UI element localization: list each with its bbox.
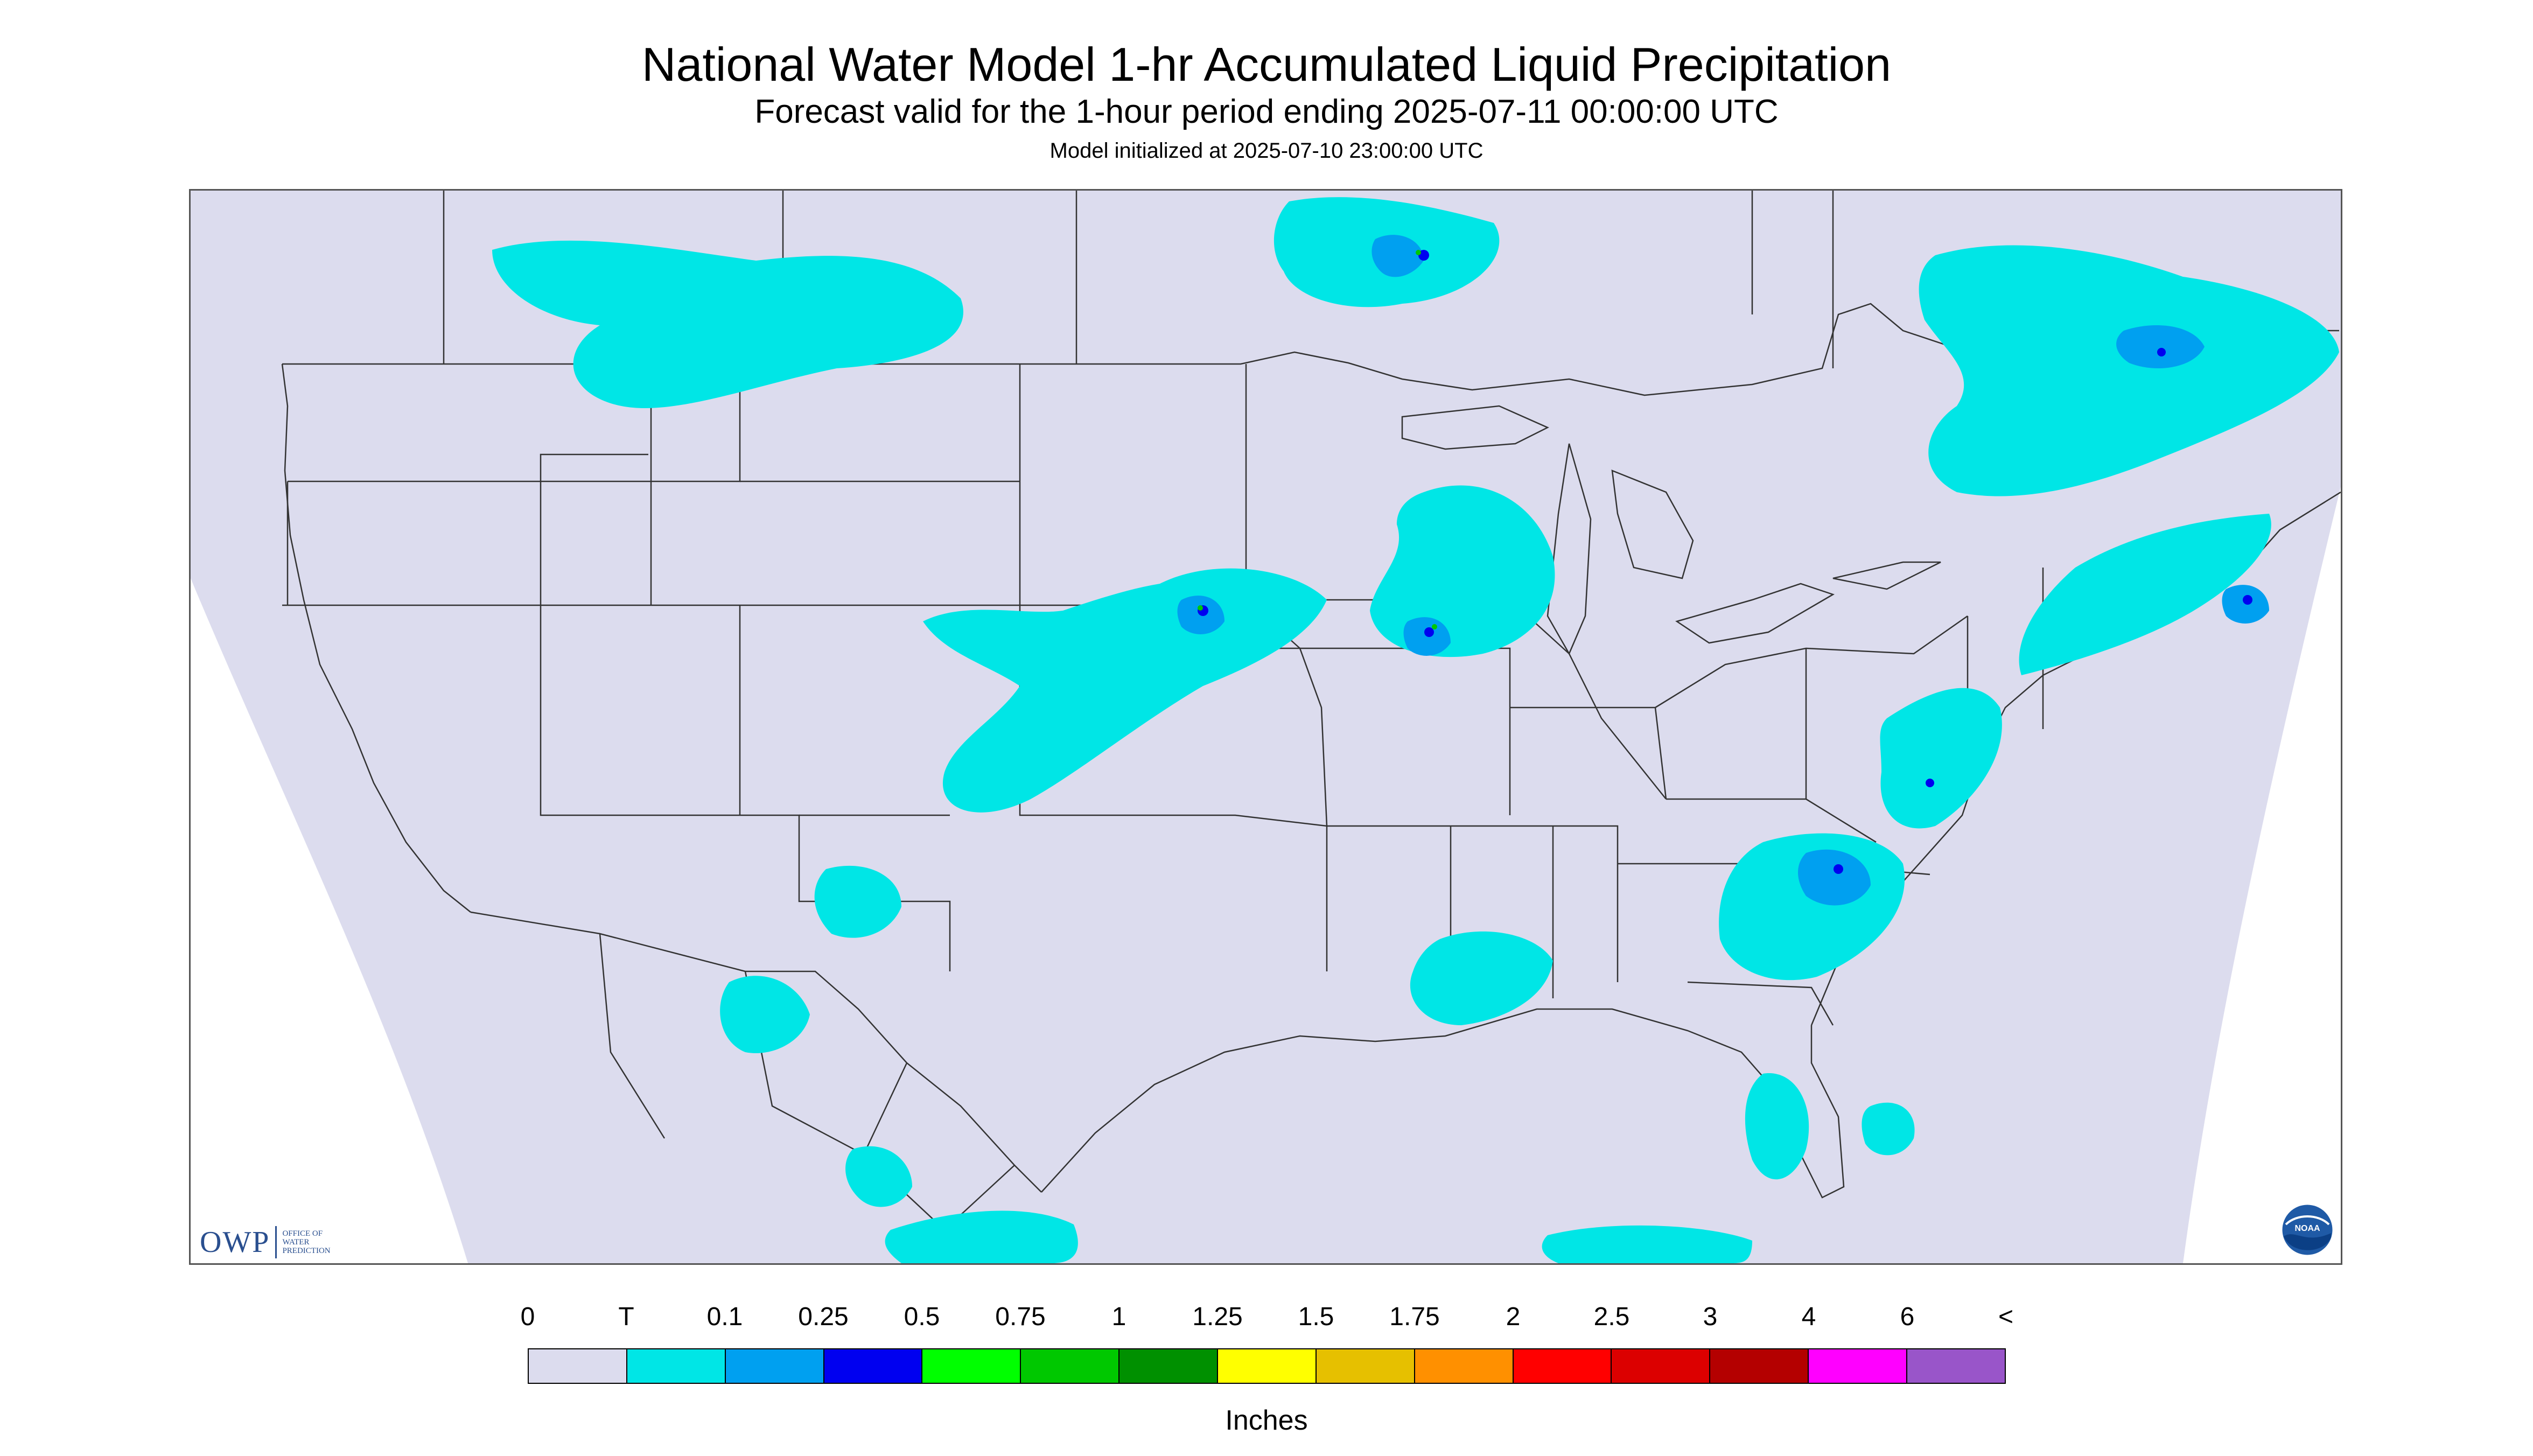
owp-logo-divider (275, 1226, 277, 1258)
model-initialized-text: Model initialized at 2025-07-10 23:00:00… (1049, 139, 1484, 163)
legend-color-bar (528, 1348, 2006, 1384)
precip-cell (1424, 627, 1434, 637)
owp-logo-line: WATER (282, 1238, 310, 1247)
precip-core-quebec (2116, 325, 2205, 368)
precip-area-atlantic (1862, 1102, 1915, 1156)
legend-tick-label: 1.75 (1389, 1303, 1440, 1331)
legend-swatch (725, 1349, 824, 1383)
legend-swatch (1907, 1349, 2005, 1383)
legend-tick-label: < (1998, 1303, 2014, 1331)
forecast-valid-subtitle: Forecast valid for the 1-hour period end… (754, 93, 1779, 130)
noaa-logo-text: NOAA (2294, 1224, 2320, 1233)
state-line (1300, 647, 1619, 998)
legend-tick-label: 3 (1703, 1303, 1718, 1331)
precip-area-montana (492, 240, 963, 408)
precip-area-arizona (720, 976, 810, 1053)
precip-area-mid-atlantic (1880, 688, 2002, 829)
legend-tick-label: 1.5 (1298, 1303, 1334, 1331)
legend-swatch (1119, 1349, 1219, 1383)
owp-logo-line: PREDICTION (282, 1247, 331, 1255)
map-title: National Water Model 1-hr Accumulated Li… (641, 38, 1892, 91)
legend-swatch (1218, 1349, 1317, 1383)
great-lakes-shoreline (1401, 405, 1941, 655)
precip-cell (1198, 605, 1203, 611)
legend-tick-label: 4 (1801, 1303, 1816, 1331)
light-precipitation-areas (492, 197, 2339, 1263)
owp-logo-line: OFFICE OF (282, 1229, 323, 1238)
state-line (540, 364, 950, 816)
legend-swatch (1710, 1349, 1809, 1383)
owp-logo-mark: OWP (200, 1226, 270, 1259)
heavy-precipitation-cells (1198, 250, 2252, 874)
legend-units-label: Inches (1225, 1405, 1308, 1436)
moderate-precipation-areas (1177, 235, 2269, 906)
precip-area-quebec (1919, 245, 2339, 496)
legend-tick-label: 1.25 (1192, 1303, 1243, 1331)
precip-area-plains (923, 568, 1327, 813)
legend-tick-label: 0.25 (798, 1303, 849, 1331)
legend-tick-label: 0.5 (904, 1303, 940, 1331)
us-mexico-border (470, 911, 1042, 1193)
owp-logo: OWP OFFICE OF WATER PREDICTION (200, 1226, 331, 1259)
precip-cell (1432, 624, 1437, 629)
legend-tick-label: T (618, 1303, 634, 1331)
precip-area-mexico-south (885, 1210, 1078, 1263)
peak-precipitation-cells (1198, 250, 1437, 629)
precip-area-gulf-of-mexico (1542, 1225, 1752, 1263)
legend-swatch (1316, 1349, 1415, 1383)
legend-tick-label: 0.75 (995, 1303, 1046, 1331)
legend-swatch (922, 1349, 1021, 1383)
precip-cell (2157, 348, 2166, 356)
legend-swatch (529, 1349, 627, 1383)
legend-tick-label: 1 (1111, 1303, 1126, 1331)
owp-logo-text: OFFICE OF WATER PREDICTION (282, 1229, 330, 1255)
precip-area-sierra-madre (845, 1146, 912, 1207)
precip-cell (1926, 779, 1934, 787)
legend-swatch (1021, 1349, 1120, 1383)
legend-tick-label: 0 (520, 1303, 535, 1331)
legend-tick-label: 2.5 (1593, 1303, 1630, 1331)
legend-swatch (824, 1349, 923, 1383)
precip-cell (1834, 864, 1843, 874)
precip-core-ontario (1372, 235, 1424, 277)
legend-swatch (1612, 1349, 1711, 1383)
legend-tick-label: 6 (1900, 1303, 1915, 1331)
precip-area-new-england (2019, 514, 2271, 675)
precip-core-carolinas (1798, 849, 1871, 906)
precip-area-wisconsin (1370, 485, 1555, 657)
precip-cell (2243, 595, 2252, 605)
gulf-coastline (1041, 1008, 1845, 1199)
noaa-logo-icon: NOAA (2280, 1203, 2334, 1257)
legend-tick-label: 2 (1506, 1303, 1521, 1331)
legend-swatch (627, 1349, 726, 1383)
pacific-coastline (281, 363, 471, 913)
legend-tick-label: 0.1 (706, 1303, 743, 1331)
precip-area-gulf (1410, 931, 1553, 1025)
precip-cell (1416, 250, 1421, 255)
legend-swatch (1415, 1349, 1514, 1383)
legend-swatch (1809, 1349, 1908, 1383)
precip-area-colorado (814, 865, 901, 938)
legend-swatch (1513, 1349, 1612, 1383)
state-line (1568, 568, 2044, 1026)
precip-area-florida (1745, 1073, 1809, 1180)
map-canvas (191, 191, 2341, 1263)
precipitation-map (189, 189, 2342, 1265)
